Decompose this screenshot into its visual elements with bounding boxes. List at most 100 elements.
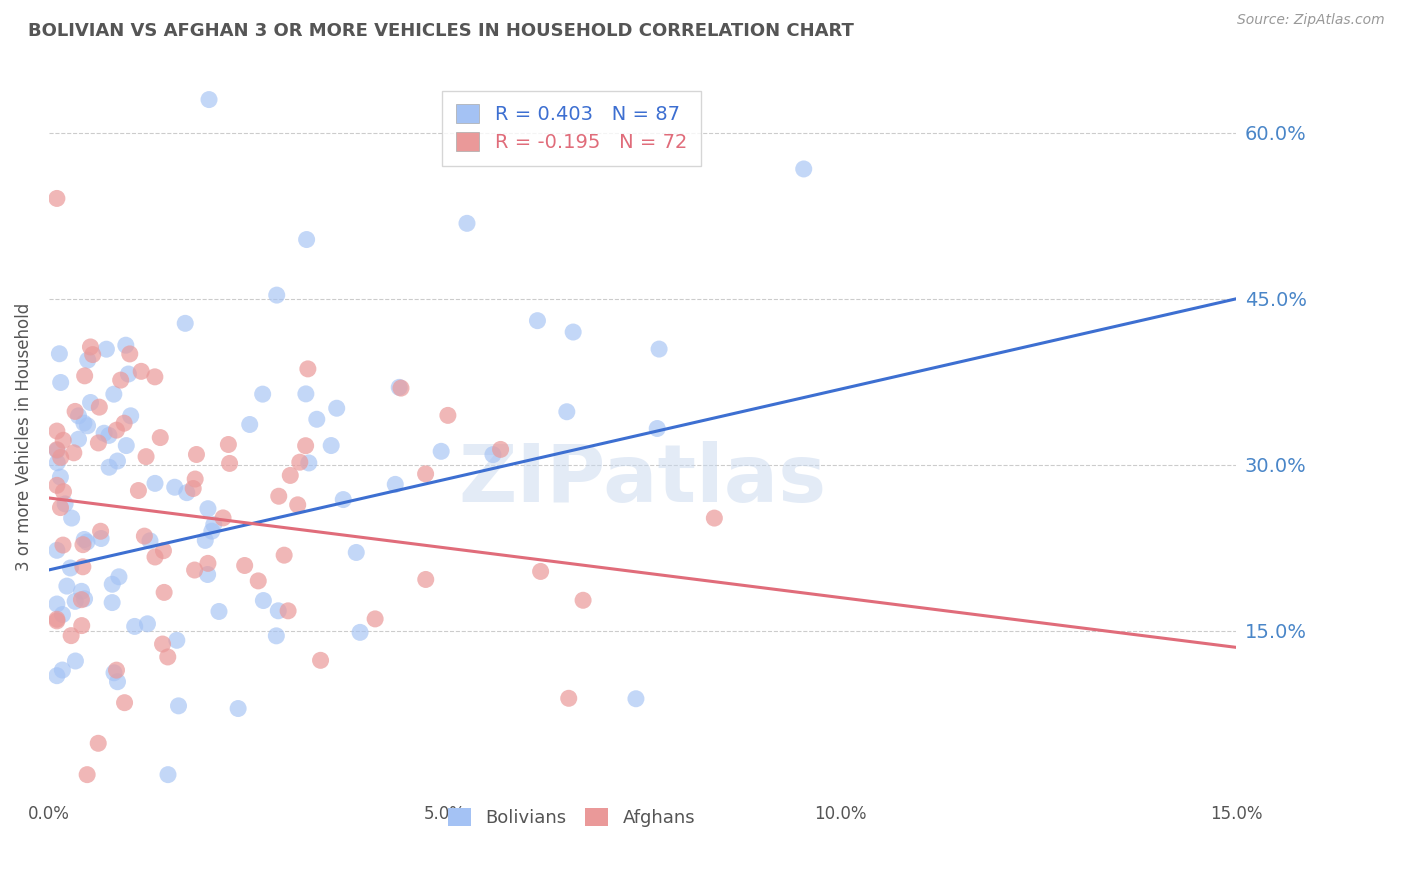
Bolivians: [562, 325, 585, 339]
Bolivians: [79, 395, 101, 409]
Afghans: [129, 364, 152, 378]
Bolivians: [73, 533, 96, 547]
Afghans: [89, 400, 111, 414]
Bolivians: [176, 485, 198, 500]
Afghans: [110, 373, 132, 387]
Afghans: [278, 468, 301, 483]
Text: ZIPatlas: ZIPatlas: [458, 442, 827, 519]
Bolivians: [252, 593, 274, 607]
Bolivians: [267, 604, 290, 618]
Afghans: [572, 593, 595, 607]
Bolivians: [45, 543, 67, 558]
Afghans: [415, 467, 437, 481]
Bolivians: [73, 591, 96, 606]
Afghans: [52, 484, 75, 499]
Bolivians: [526, 313, 548, 327]
Bolivians: [197, 501, 219, 516]
Bolivians: [70, 584, 93, 599]
Afghans: [143, 549, 166, 564]
Afghans: [489, 442, 512, 457]
Text: BOLIVIAN VS AFGHAN 3 OR MORE VEHICLES IN HOUSEHOLD CORRELATION CHART: BOLIVIAN VS AFGHAN 3 OR MORE VEHICLES IN…: [28, 22, 853, 40]
Afghans: [72, 538, 94, 552]
Afghans: [364, 612, 387, 626]
Bolivians: [197, 567, 219, 582]
Afghans: [703, 511, 725, 525]
Afghans: [87, 736, 110, 750]
Bolivians: [384, 477, 406, 491]
Bolivians: [56, 579, 79, 593]
Afghans: [184, 472, 207, 486]
Bolivians: [226, 701, 249, 715]
Bolivians: [65, 654, 87, 668]
Text: Source: ZipAtlas.com: Source: ZipAtlas.com: [1237, 13, 1385, 28]
Afghans: [49, 500, 72, 515]
Bolivians: [198, 93, 221, 107]
Afghans: [273, 548, 295, 562]
Bolivians: [295, 387, 318, 401]
Bolivians: [76, 535, 98, 549]
Afghans: [90, 524, 112, 539]
Afghans: [87, 436, 110, 450]
Bolivians: [555, 405, 578, 419]
Afghans: [297, 362, 319, 376]
Bolivians: [114, 338, 136, 352]
Bolivians: [45, 669, 67, 683]
Bolivians: [63, 594, 86, 608]
Bolivians: [305, 412, 328, 426]
Bolivians: [430, 444, 453, 458]
Legend: Bolivians, Afghans: Bolivians, Afghans: [440, 801, 703, 835]
Bolivians: [136, 616, 159, 631]
Bolivians: [108, 570, 131, 584]
Bolivians: [174, 316, 197, 330]
Bolivians: [202, 517, 225, 532]
Bolivians: [59, 561, 82, 575]
Bolivians: [344, 545, 367, 559]
Bolivians: [49, 376, 72, 390]
Afghans: [277, 604, 299, 618]
Bolivians: [156, 767, 179, 781]
Bolivians: [349, 625, 371, 640]
Afghans: [45, 478, 67, 492]
Bolivians: [97, 428, 120, 442]
Afghans: [52, 434, 75, 448]
Afghans: [218, 457, 240, 471]
Bolivians: [90, 532, 112, 546]
Afghans: [152, 543, 174, 558]
Afghans: [105, 423, 128, 437]
Bolivians: [46, 443, 69, 458]
Bolivians: [266, 629, 288, 643]
Bolivians: [139, 533, 162, 548]
Bolivians: [208, 604, 231, 618]
Afghans: [309, 653, 332, 667]
Afghans: [217, 437, 239, 451]
Afghans: [183, 563, 205, 577]
Bolivians: [73, 416, 96, 430]
Afghans: [186, 448, 208, 462]
Afghans: [294, 439, 316, 453]
Afghans: [45, 614, 67, 628]
Afghans: [105, 663, 128, 677]
Bolivians: [201, 524, 224, 538]
Afghans: [143, 369, 166, 384]
Afghans: [152, 637, 174, 651]
Afghans: [149, 431, 172, 445]
Afghans: [45, 442, 67, 457]
Bolivians: [239, 417, 262, 432]
Bolivians: [93, 426, 115, 441]
Afghans: [212, 511, 235, 525]
Bolivians: [67, 409, 90, 423]
Bolivians: [482, 448, 505, 462]
Afghans: [415, 573, 437, 587]
Afghans: [112, 416, 135, 430]
Bolivians: [76, 418, 98, 433]
Afghans: [127, 483, 149, 498]
Afghans: [73, 368, 96, 383]
Bolivians: [46, 456, 69, 470]
Bolivians: [793, 161, 815, 176]
Afghans: [63, 404, 86, 418]
Bolivians: [107, 454, 129, 468]
Afghans: [197, 557, 219, 571]
Bolivians: [51, 607, 73, 622]
Afghans: [530, 565, 553, 579]
Bolivians: [456, 216, 478, 230]
